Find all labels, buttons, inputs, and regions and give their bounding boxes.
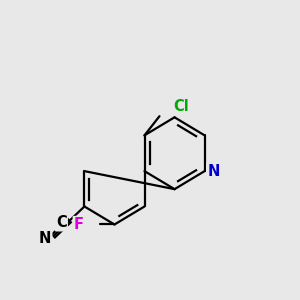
Text: N: N — [39, 231, 51, 246]
Text: C: C — [56, 215, 67, 230]
Text: F: F — [74, 217, 84, 232]
Text: N: N — [207, 164, 220, 178]
Text: Cl: Cl — [173, 99, 189, 114]
